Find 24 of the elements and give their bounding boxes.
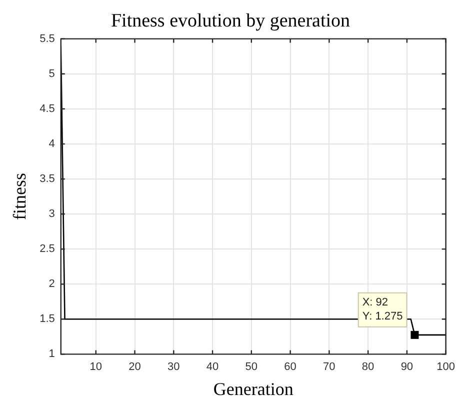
y-tick-label: 5.5 <box>40 32 55 45</box>
x-tick-label: 70 <box>323 360 336 373</box>
y-tick-label: 3.5 <box>40 173 55 186</box>
y-tick-label: 2.5 <box>40 243 55 256</box>
x-tick-label: 50 <box>245 360 258 373</box>
x-tick-label: 20 <box>128 360 141 373</box>
y-axis-title: fitness <box>10 173 30 220</box>
y-tick-label: 4 <box>48 138 55 150</box>
x-tick-label: 40 <box>206 360 219 373</box>
x-tick-label: 100 <box>436 360 456 373</box>
y-tick-label: 5 <box>48 68 55 80</box>
y-tick-label: 1.5 <box>40 313 55 326</box>
x-tick-label: 60 <box>284 360 296 373</box>
chart-title: Fitness evolution by generation <box>110 10 351 32</box>
annotation: X: 92 Y: 1.275 <box>362 296 403 322</box>
x-tick-label: 90 <box>400 360 414 373</box>
x-tick-label: 80 <box>362 360 374 373</box>
y-tick-label: 4.5 <box>40 102 55 115</box>
x-tick-label: 10 <box>90 360 102 373</box>
y-tick-label: 3 <box>48 208 55 220</box>
x-axis-title: Generation <box>213 378 294 399</box>
y-tick-label: 1 <box>48 348 55 360</box>
y-tick-label: 2 <box>48 278 55 290</box>
x-tick-label: 30 <box>168 360 180 373</box>
